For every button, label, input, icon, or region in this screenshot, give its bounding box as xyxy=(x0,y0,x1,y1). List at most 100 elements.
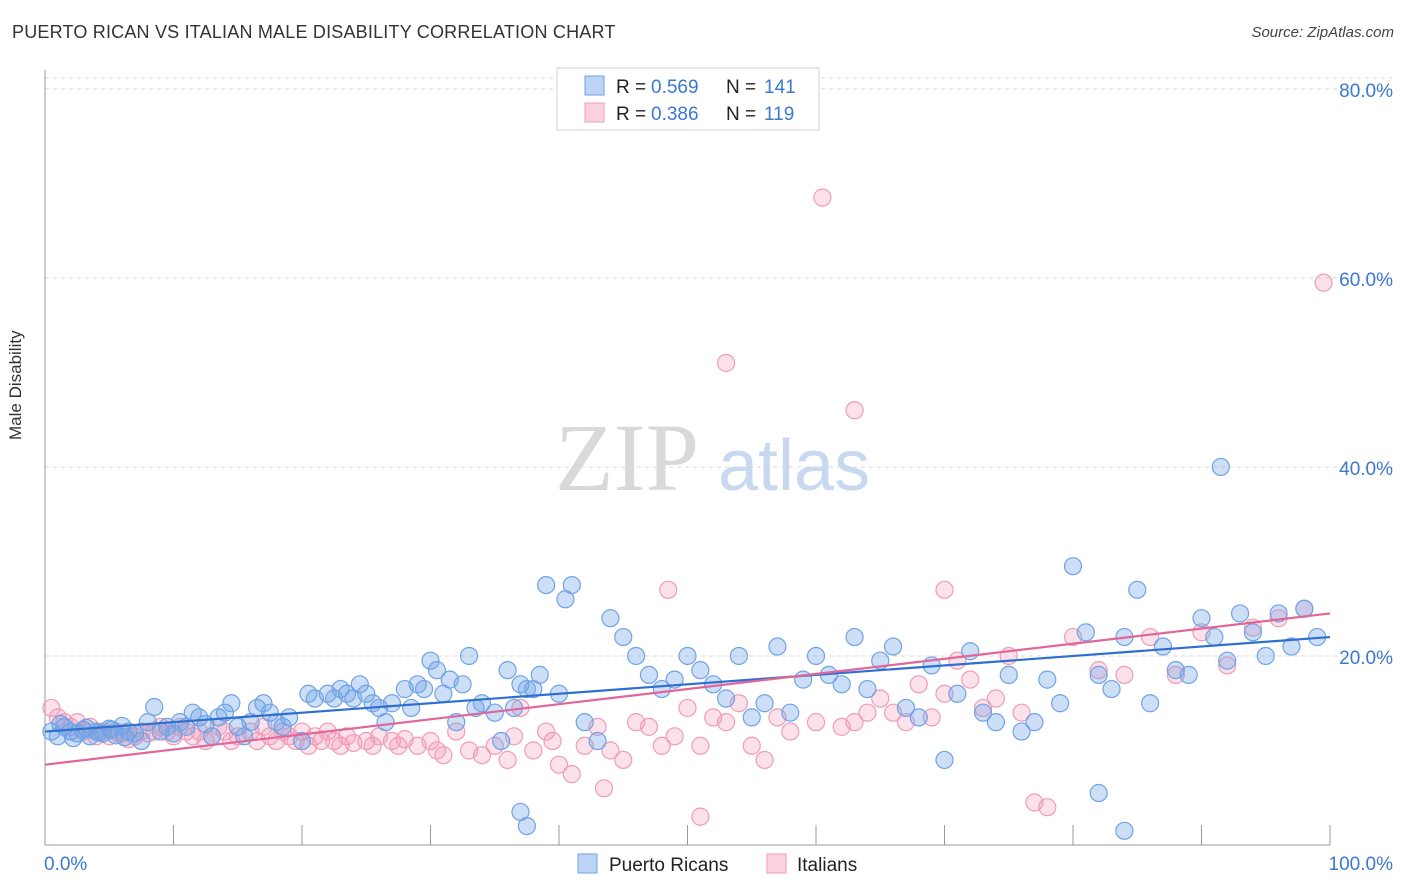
italians-point xyxy=(909,675,928,694)
italians-point xyxy=(935,580,954,599)
italians-point xyxy=(389,736,408,755)
puerto-ricans-point xyxy=(973,703,993,722)
legend-n-value: 119 xyxy=(764,104,794,125)
watermark-zip: ZIP xyxy=(555,404,699,511)
italians-point xyxy=(678,698,697,718)
italians-point xyxy=(421,731,440,751)
y-tick-labels: 20.0% 40.0% 60.0% 80.0% xyxy=(1339,81,1393,669)
puerto-ricans-point xyxy=(273,717,292,736)
legend-n-value: 141 xyxy=(764,77,796,98)
puerto-ricans-point xyxy=(678,646,697,666)
legend-swatch-puerto-ricans xyxy=(577,853,598,874)
watermark: ZIP atlas xyxy=(555,404,870,511)
puerto-ricans-point xyxy=(51,714,70,734)
chart-title: PUERTO RICAN VS ITALIAN MALE DISABILITY … xyxy=(12,22,616,42)
puerto-ricans-point xyxy=(357,684,376,703)
y-tick-label: 60.0% xyxy=(1339,270,1393,291)
italians-point xyxy=(652,736,671,755)
italians-point xyxy=(973,698,993,718)
italians-point xyxy=(961,670,980,689)
puerto-ricans-point xyxy=(1089,783,1108,803)
puerto-ricans-point xyxy=(1063,557,1083,576)
puerto-ricans-point xyxy=(254,694,273,713)
italians-point xyxy=(42,698,61,718)
italians-point xyxy=(498,750,517,770)
italians-point xyxy=(845,401,864,420)
puerto-ricans-point xyxy=(1218,651,1237,670)
puerto-ricans-point xyxy=(537,575,556,595)
puerto-ricans-point xyxy=(1153,637,1173,656)
italians-point xyxy=(986,689,1006,708)
puerto-ricans-point xyxy=(145,697,164,717)
trend-lines xyxy=(44,612,1331,766)
italians-point xyxy=(691,736,710,755)
italians-point xyxy=(472,746,491,765)
x-tick-label: 100.0% xyxy=(1329,854,1394,875)
stats-legend: R = 0.569 N = 141 R = 0.386 N = 119 xyxy=(556,67,820,131)
italians-point xyxy=(935,684,954,703)
italians-point xyxy=(1218,656,1237,675)
puerto-ricans-point xyxy=(691,661,710,680)
puerto-ricans-point xyxy=(909,708,928,727)
puerto-ricans-point xyxy=(768,637,787,656)
puerto-ricans-point xyxy=(1192,609,1211,628)
puerto-ricans-point xyxy=(492,731,511,751)
legend-swatch-blue xyxy=(584,75,605,96)
x-tick-labels: 0.0% 100.0% xyxy=(44,854,1393,875)
italians-point xyxy=(755,750,774,770)
legend-swatch-italians xyxy=(766,853,787,874)
watermark-atlas: atlas xyxy=(718,426,870,506)
italians-point xyxy=(639,717,659,736)
legend-r-label: R = xyxy=(616,104,646,125)
puerto-ricans-point xyxy=(1089,665,1108,684)
italians-point xyxy=(1038,798,1057,817)
puerto-ricans-point xyxy=(459,646,479,666)
puerto-ricans-point xyxy=(1282,637,1301,656)
puerto-ricans-point xyxy=(138,713,157,732)
italians-point xyxy=(132,722,151,741)
puerto-ricans-point xyxy=(402,698,421,718)
puerto-ricans-point xyxy=(614,627,633,647)
italians-point xyxy=(813,188,832,207)
italians-point xyxy=(845,713,864,732)
puerto-ricans-point xyxy=(1211,457,1230,477)
italians-point xyxy=(659,580,678,599)
puerto-ricans-point xyxy=(601,609,620,628)
puerto-ricans-point xyxy=(517,816,536,836)
italians-point xyxy=(434,746,453,765)
puerto-ricans-point xyxy=(588,731,607,751)
puerto-ricans-point xyxy=(376,713,395,732)
puerto-ricans-point xyxy=(729,646,749,666)
italians-point xyxy=(447,722,466,741)
puerto-ricans-point xyxy=(421,651,440,670)
italians-point xyxy=(549,755,569,774)
puerto-ricans-point xyxy=(382,694,402,713)
italians-point xyxy=(1140,627,1160,647)
legend-r-value: 0.386 xyxy=(651,104,699,125)
y-tick-label: 20.0% xyxy=(1339,648,1393,669)
italians-point xyxy=(614,750,633,770)
puerto-ricans-point xyxy=(1102,679,1121,699)
puerto-ricans-point xyxy=(453,675,472,694)
puerto-ricans-point xyxy=(986,713,1006,732)
puerto-ricans-point xyxy=(530,665,549,684)
italians-point xyxy=(1115,665,1134,684)
puerto-ricans-point xyxy=(414,679,434,699)
puerto-ricans-point xyxy=(806,646,826,666)
puerto-ricans-point xyxy=(517,679,536,699)
italians-point xyxy=(806,713,826,732)
puerto-ricans-point xyxy=(896,698,916,718)
puerto-ricans-point xyxy=(260,703,279,722)
italians-point xyxy=(543,731,562,751)
puerto-ricans-point xyxy=(1076,623,1095,642)
italians-point xyxy=(858,703,877,722)
puerto-ricans-point xyxy=(832,675,851,694)
axes xyxy=(44,70,1331,846)
legend-label-italians: Italians xyxy=(797,855,857,876)
y-tick-label: 80.0% xyxy=(1339,81,1393,102)
y-axis-title: Male Disability xyxy=(6,330,25,440)
legend-label-puerto-ricans: Puerto Ricans xyxy=(609,855,728,876)
puerto-ricans-point xyxy=(755,694,774,713)
legend-r-value: 0.569 xyxy=(651,77,699,98)
puerto-ricans-points xyxy=(42,457,1327,840)
